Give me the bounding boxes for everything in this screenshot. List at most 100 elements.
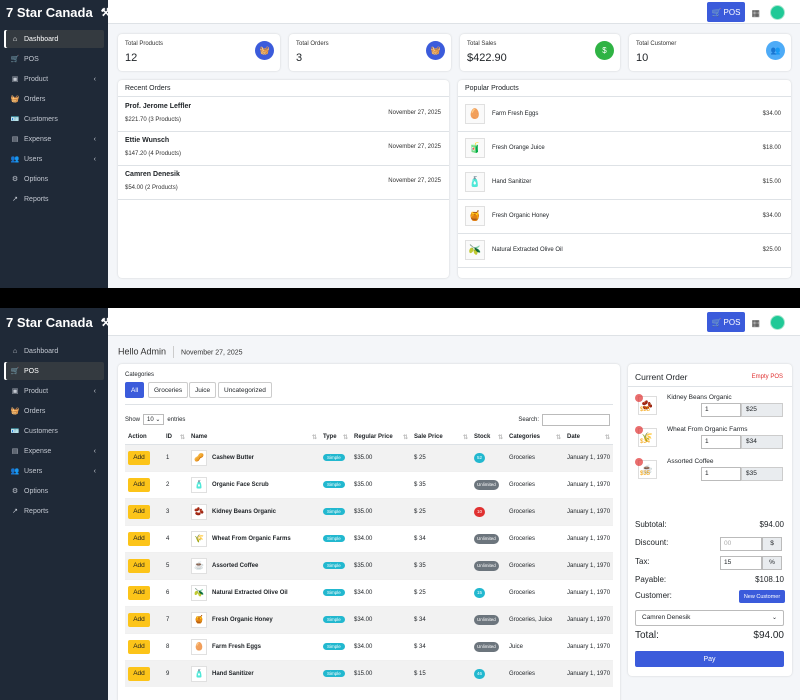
order-item-name: Kidney Beans Organic bbox=[667, 394, 732, 401]
column-header-regular-price[interactable]: Regular Price ⇅ bbox=[351, 430, 411, 445]
sidebar-item-product[interactable]: ▣ Product ‹ bbox=[4, 382, 104, 400]
sidebar-item-orders[interactable]: 🧺 Orders bbox=[4, 90, 104, 108]
popular-product-row[interactable]: 🥚 Farm Fresh Eggs $34.00 bbox=[458, 98, 791, 132]
name-cell: 🫘 Kidney Beans Organic bbox=[188, 497, 320, 525]
total-row: Total: $94.00 bbox=[635, 630, 784, 641]
sidebar: 7 Star Canada ⚒ ⌂ Dashboard 🛒 POS ▣ Product ‹ 🧺… bbox=[0, 308, 111, 700]
sidebar-item-customers[interactable]: 🪪 Customers bbox=[4, 422, 104, 440]
customer-label: Customer: bbox=[635, 591, 672, 600]
type-cell: Simple bbox=[320, 470, 351, 498]
popular-product-row[interactable]: 🧴 Hand Sanitizer $15.00 bbox=[458, 166, 791, 200]
column-header-date[interactable]: Date ⇅ bbox=[564, 430, 613, 445]
product-thumbnail: ☕ bbox=[191, 557, 207, 574]
stat-card: Total Sales $422.90 $ bbox=[460, 34, 620, 71]
add-button[interactable]: Add bbox=[128, 558, 150, 573]
popular-product-row[interactable]: 🧃 Fresh Orange Juice $18.00 bbox=[458, 132, 791, 166]
type-cell: Simple bbox=[320, 578, 351, 606]
sidebar-item-label: Dashboard bbox=[24, 347, 59, 355]
remove-item-icon[interactable] bbox=[635, 426, 643, 434]
add-button[interactable]: Add bbox=[128, 666, 150, 681]
column-header-type[interactable]: Type ⇅ bbox=[320, 430, 351, 445]
column-header-sale-price[interactable]: Sale Price ⇅ bbox=[411, 430, 471, 445]
product-name: Assorted Coffee bbox=[212, 562, 259, 569]
divider bbox=[458, 165, 791, 166]
sidebar-menu: ⌂ Dashboard 🛒 POS ▣ Product ‹ 🧺 Orders 🪪 Customers… bbox=[0, 336, 108, 520]
recent-order-row[interactable]: Camren Denesik $54.00 (2 Products) Novembe… bbox=[118, 166, 449, 200]
add-button[interactable]: Add bbox=[128, 639, 150, 654]
sort-icon: ⇅ bbox=[604, 434, 610, 441]
sidebar-item-product[interactable]: ▣ Product ‹ bbox=[4, 70, 104, 88]
sidebar-item-customers[interactable]: 🪪 Customers bbox=[4, 110, 104, 128]
recent-order-row[interactable]: Ettie Wunsch $147.20 (4 Products) November… bbox=[118, 132, 449, 166]
sidebar-item-expense[interactable]: ▤ Expense ‹ bbox=[4, 130, 104, 148]
popular-products-card: Popular Products 🥚 Farm Fresh Eggs $34.00 🧃… bbox=[458, 80, 791, 278]
popular-product-row[interactable]: 🫒 Natural Extracted Olive Oil $25.00 bbox=[458, 234, 791, 268]
customer-select[interactable]: Camren Denesik ⌄ bbox=[635, 610, 784, 626]
wallet-icon: ▤ bbox=[11, 448, 19, 455]
apps-grid-icon[interactable]: ▦ bbox=[751, 8, 760, 18]
pos-button[interactable]: 🛒 POS bbox=[707, 312, 745, 332]
search-input[interactable] bbox=[542, 414, 610, 426]
quantity-input[interactable]: 1 bbox=[701, 435, 741, 449]
categories-cell: Groceries bbox=[506, 524, 564, 552]
product-price: $25.00 bbox=[762, 247, 781, 253]
brand[interactable]: 7 Star Canada ⚒ bbox=[0, 308, 111, 336]
sidebar-item-pos[interactable]: 🛒 POS bbox=[4, 50, 104, 68]
sidebar-item-label: Options bbox=[24, 175, 49, 183]
add-button[interactable]: Add bbox=[128, 477, 150, 492]
sidebar-item-pos[interactable]: 🛒 POS bbox=[4, 362, 104, 380]
sale-price-cell: $ 25 bbox=[411, 497, 471, 525]
add-button[interactable]: Add bbox=[128, 585, 150, 600]
recent-order-row[interactable]: Prof. Jerome Leffler $221.70 (3 Products)… bbox=[118, 98, 449, 132]
category-groceries-button[interactable]: Groceries bbox=[148, 382, 189, 398]
empty-pos-link[interactable]: Empty POS bbox=[751, 374, 783, 380]
column-header-categories[interactable]: Categories ⇅ bbox=[506, 430, 564, 445]
product-thumbnail: 🧴 bbox=[191, 665, 207, 682]
type-badge: Simple bbox=[323, 535, 345, 542]
category-juice-button[interactable]: Juice bbox=[189, 382, 217, 398]
add-button[interactable]: Add bbox=[128, 450, 150, 465]
entries-select[interactable]: 10 ⌄ bbox=[143, 414, 165, 425]
popular-product-row[interactable]: 🍯 Fresh Organic Honey $34.00 bbox=[458, 200, 791, 234]
sidebar-item-reports[interactable]: ↗ Reports bbox=[4, 502, 104, 520]
sidebar-item-dashboard[interactable]: ⌂ Dashboard bbox=[4, 30, 104, 48]
pos-button[interactable]: 🛒 POS bbox=[707, 2, 745, 22]
tax-input[interactable]: 15 bbox=[720, 556, 762, 570]
sidebar-item-options[interactable]: ⚙ Options bbox=[4, 482, 104, 500]
quantity-input[interactable]: 1 bbox=[701, 403, 741, 417]
discount-label: Discount: bbox=[635, 538, 669, 547]
add-button[interactable]: Add bbox=[128, 531, 150, 546]
discount-input[interactable]: 00 bbox=[720, 537, 762, 551]
sidebar-item-users[interactable]: 👥 Users ‹ bbox=[4, 462, 104, 480]
product-thumbnail: 🌾 bbox=[638, 428, 657, 447]
column-header-name[interactable]: Name ⇅ bbox=[188, 430, 320, 445]
new-customer-button[interactable]: New Customer bbox=[739, 590, 785, 603]
sidebar-item-expense[interactable]: ▤ Expense ‹ bbox=[4, 442, 104, 460]
pay-button[interactable]: Pay bbox=[635, 651, 784, 667]
apps-grid-icon[interactable]: ▦ bbox=[751, 318, 760, 328]
quantity-input[interactable]: 1 bbox=[701, 467, 741, 481]
remove-item-icon[interactable] bbox=[635, 394, 643, 402]
regular-price-cell: $15.00 bbox=[351, 659, 411, 687]
product-name: Farm Fresh Eggs bbox=[492, 111, 539, 117]
column-header-stock[interactable]: Stock ⇅ bbox=[471, 430, 506, 445]
id-cell: 3 bbox=[163, 497, 188, 525]
column-header-action[interactable]: Action bbox=[125, 430, 163, 445]
add-button[interactable]: Add bbox=[128, 504, 150, 519]
remove-item-icon[interactable] bbox=[635, 458, 643, 466]
sidebar-item-label: Customers bbox=[24, 427, 58, 435]
sidebar-item-orders[interactable]: 🧺 Orders bbox=[4, 402, 104, 420]
column-header-id[interactable]: ID ⇅ bbox=[163, 430, 188, 445]
category-uncategorized-button[interactable]: Uncategorized bbox=[218, 382, 272, 398]
sidebar-item-users[interactable]: 👥 Users ‹ bbox=[4, 150, 104, 168]
sidebar-item-reports[interactable]: ↗ Reports bbox=[4, 190, 104, 208]
brand[interactable]: 7 Star Canada ⚒ bbox=[0, 0, 111, 24]
sidebar-item-options[interactable]: ⚙ Options bbox=[4, 170, 104, 188]
stat-card: Total Products 12 🧺 bbox=[118, 34, 280, 71]
avatar[interactable] bbox=[770, 315, 785, 330]
avatar[interactable] bbox=[770, 5, 785, 20]
category-all-button[interactable]: All bbox=[125, 382, 145, 398]
sidebar-item-dashboard[interactable]: ⌂ Dashboard bbox=[4, 342, 104, 360]
add-button[interactable]: Add bbox=[128, 612, 150, 627]
subtotal-label: Subtotal: bbox=[635, 520, 667, 529]
